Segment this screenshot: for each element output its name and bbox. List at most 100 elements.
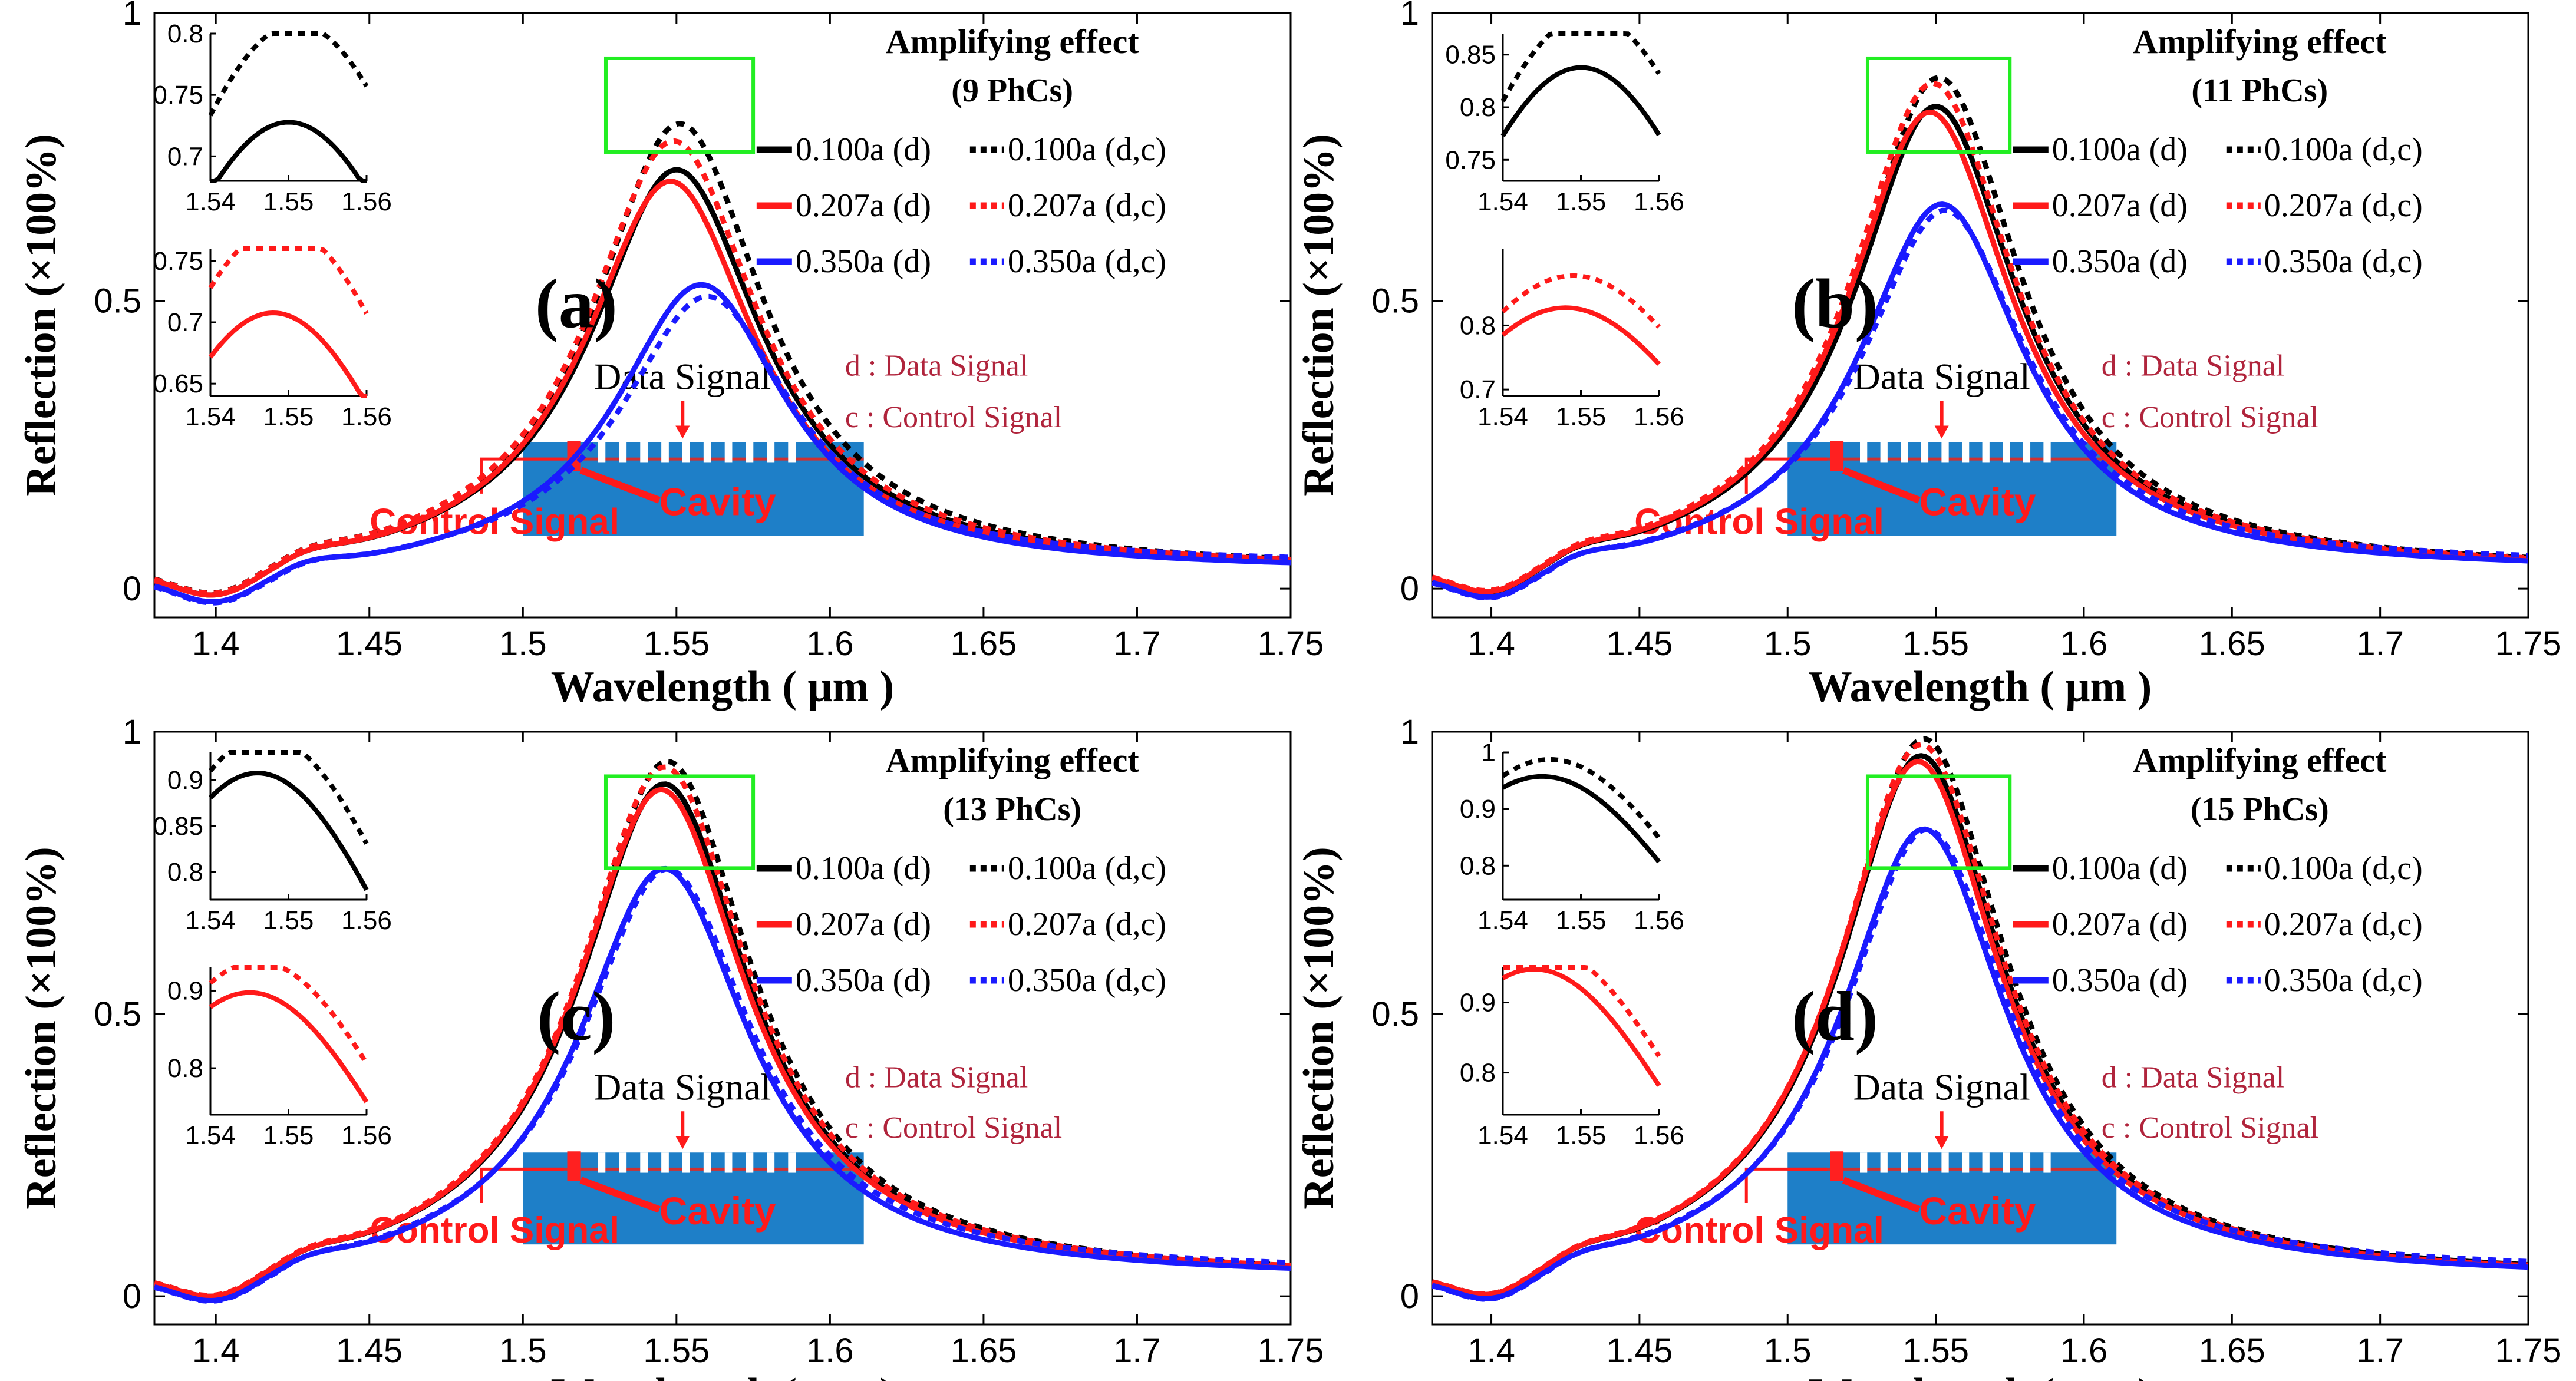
inset-y-tick-label: 0.75 [153,247,203,276]
cavity-arrow [579,1177,661,1213]
data-signal-label: Data Signal [594,1066,771,1108]
phc-hole [1860,1152,1868,1173]
phc-hole [1921,1152,1929,1173]
inset-x-tick-label: 1.54 [185,906,236,935]
inset-x-tick-label: 1.56 [1634,187,1684,216]
inset-x-tick-label: 1.54 [1477,402,1528,431]
y-tick-label: 1 [1400,713,1419,751]
legend-label: 0.350a (d) [796,962,931,999]
x-tick-label: 1.6 [2060,625,2108,663]
inset-y-tick-label: 0.7 [167,308,203,337]
panel-label: (d) [1792,977,1878,1055]
phc-hole [746,442,754,463]
data-signal-arrowhead [675,1136,690,1149]
x-tick-label: 1.6 [806,1332,854,1370]
phc-hole [640,442,648,463]
data-signal-arrowhead [675,425,690,439]
cavity-label: Cavity [659,1189,776,1233]
x-tick-label: 1.55 [1902,625,1969,663]
y-tick-label: 0.5 [1371,282,1419,321]
x-tick-label: 1.5 [1764,625,1812,663]
phc-hole [767,1152,775,1173]
phc-hole [619,1152,627,1173]
x-tick-label: 1.7 [1113,1332,1161,1370]
control-signal-label: Control Signal [370,501,619,542]
y-tick-label: 1 [1400,0,1419,32]
y-tick-label: 0.5 [94,995,141,1033]
note-data-signal: d : Data Signal [845,349,1028,383]
inset-x-tick-label: 1.55 [1556,402,1607,431]
inset-x-tick-label: 1.55 [1556,906,1607,935]
legend: 0.100a (d) 0.100a (d,c) 0.207a (d) 0.207a (… [756,131,1166,280]
control-element [567,1151,581,1181]
control-signal-arrow [480,1167,564,1204]
y-tick-label: 0.5 [1371,995,1419,1033]
inset-y-tick-label: 1 [1482,738,1496,767]
curves [1432,75,2528,601]
phc-hole [724,1152,733,1173]
phc-hole [2003,442,2010,463]
note-control-signal: c : Control Signal [2102,1111,2318,1145]
x-tick-label: 1.7 [1113,625,1161,663]
inset-line-black-d [210,120,367,183]
inset-x-tick-label: 1.56 [341,187,392,216]
inset-x-tick-label: 1.54 [185,402,236,431]
legend-label: 0.100a (d) [796,850,931,887]
phc-hole [2023,442,2031,463]
phc-hole [703,1152,711,1173]
inset-x-tick-label: 1.54 [1477,1121,1528,1150]
inset-line-black-d [1500,65,1661,137]
control-element [1830,1151,1844,1181]
y-tick-label: 1 [123,713,141,751]
inset-black: 1.54 1.55 1.56 0.75 0.8 0.85 [1445,31,1684,216]
phc-hole [746,1152,754,1173]
inset-line-black-dc [1501,756,1661,840]
y-tick-label: 0.5 [94,282,141,321]
inset-y-tick-label: 0.7 [1460,375,1496,404]
phc-hole [1880,442,1888,463]
x-tick-label: 1.45 [1606,1332,1673,1370]
inset-line-black-dc [208,31,369,117]
inset-red: 1.54 1.55 1.56 0.7 0.8 [1460,249,1684,431]
device-schematic: Data Signal Control Signal Cavity [370,1066,864,1251]
control-signal-label: Control Signal [370,1210,619,1251]
inset-y-tick-label: 0.7 [167,142,203,171]
legend-label: 0.100a (d) [2052,131,2188,168]
x-tick-label: 1.75 [2495,1332,2562,1370]
phc-hole [703,442,711,463]
inset-y-tick-label: 0.85 [1445,41,1496,70]
legend: 0.100a (d) 0.100a (d,c) 0.207a (d) 0.207a (… [2013,131,2423,280]
y-axis-label: Reflection (×100%) [17,847,65,1210]
axes-frame [153,731,1292,1326]
inset-line-red-dc [208,246,369,315]
x-tick-label: 1.55 [643,625,710,663]
cavity-label: Cavity [1919,480,2036,524]
inset-y-tick-label: 0.8 [167,19,203,48]
data-signal-label: Data Signal [1853,1066,2030,1108]
inset-x-tick-label: 1.56 [1634,1121,1684,1150]
x-tick-label: 1.75 [1258,625,1324,663]
legend-label: 0.100a (d,c) [2264,131,2423,168]
control-signal-arrow [1744,457,1828,494]
phc-hole [2023,1152,2031,1173]
note-control-signal: c : Control Signal [2102,401,2318,434]
inset-line-red-dc [1503,965,1661,1058]
phc-hole [767,442,775,463]
legend: 0.100a (d) 0.100a (d,c) 0.207a (d) 0.207a (… [756,850,1166,999]
chart-subtitle: (9 PhCs) [951,72,1073,109]
chart-title: Amplifying effect [2133,22,2387,61]
peak-highlight-box [1865,56,2012,154]
x-tick-label: 1.6 [806,625,854,663]
legend-label: 0.207a (d,c) [1008,187,1166,224]
x-tick-label: 1.45 [1606,625,1673,663]
x-tick-label: 1.4 [192,1332,240,1370]
chart-title: Amplifying effect [886,741,1140,779]
inset-y-tick-label: 0.9 [167,766,203,795]
phc-hole [2003,1152,2010,1173]
phc-hole [1941,1152,1949,1173]
x-tick-label: 1.4 [192,625,240,663]
phc-hole [1860,442,1868,463]
inset-red: 1.54 1.55 1.56 0.8 0.9 [1460,965,1684,1150]
inset-black: 1.54 1.55 1.56 0.7 0.75 0.8 [153,19,391,216]
x-tick-label: 1.7 [2356,1332,2404,1370]
